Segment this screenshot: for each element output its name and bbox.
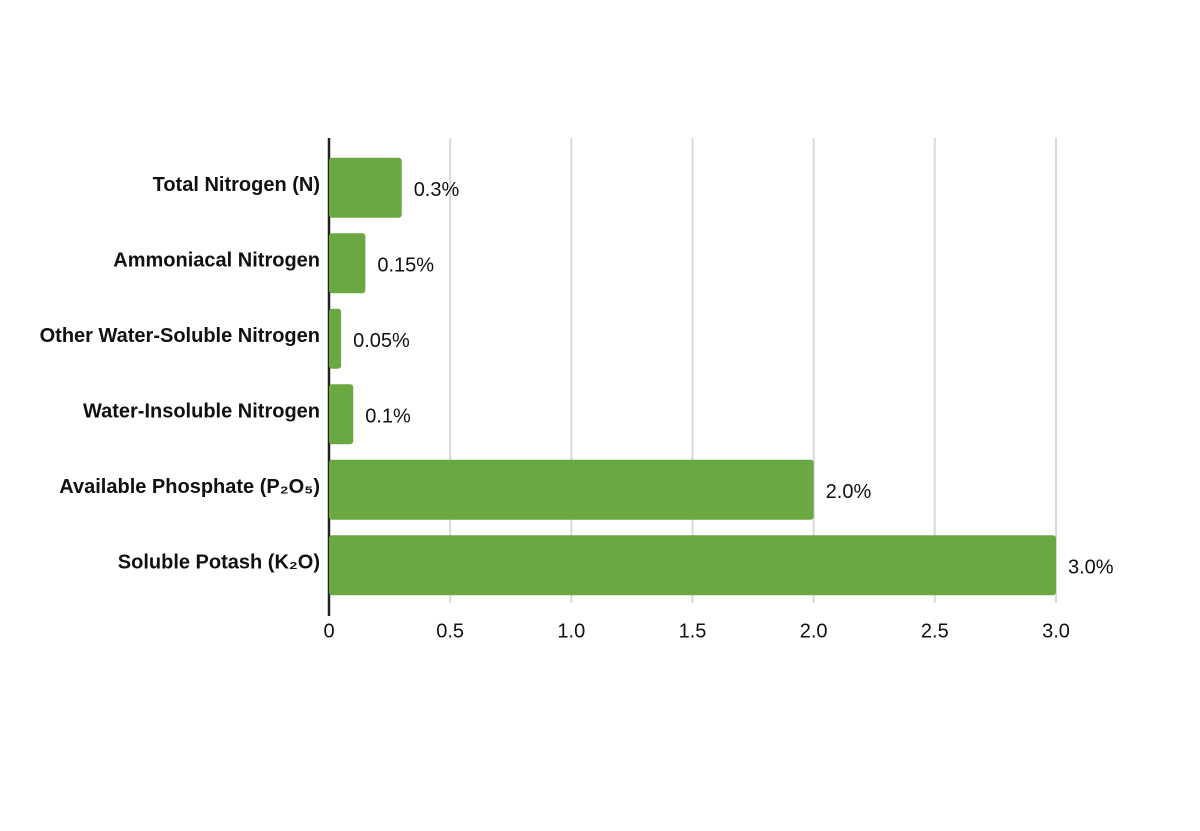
value-label: 0.1%	[365, 406, 411, 428]
y-tick-label: Available Phosphate (P₂O₅)	[59, 476, 320, 498]
value-label: 0.3%	[414, 179, 460, 201]
value-label: 0.05%	[353, 330, 410, 352]
bar	[329, 308, 342, 369]
x-tick-label: 3.0	[1042, 620, 1070, 642]
bar	[329, 535, 1056, 596]
x-tick-label: 1.5	[679, 620, 707, 642]
value-label: 0.15%	[377, 255, 434, 277]
bar	[329, 157, 402, 218]
x-tick-label: 1.0	[557, 620, 585, 642]
x-tick-label: 2.0	[800, 620, 828, 642]
bar	[329, 459, 814, 520]
y-tick-label: Other Water-Soluble Nitrogen	[40, 325, 320, 347]
x-tick-label: 2.5	[921, 620, 949, 642]
y-tick-label: Ammoniacal Nitrogen	[113, 250, 320, 272]
value-label: 2.0%	[826, 481, 872, 503]
x-tick-label: 0.5	[436, 620, 464, 642]
bar	[329, 384, 354, 445]
x-tick-label: 0	[323, 620, 334, 642]
bar	[329, 233, 366, 294]
value-label: 3.0%	[1068, 557, 1114, 579]
y-tick-label: Soluble Potash (K₂O)	[118, 552, 320, 574]
y-tick-label: Water-Insoluble Nitrogen	[83, 401, 320, 423]
y-tick-label: Total Nitrogen (N)	[153, 174, 320, 196]
